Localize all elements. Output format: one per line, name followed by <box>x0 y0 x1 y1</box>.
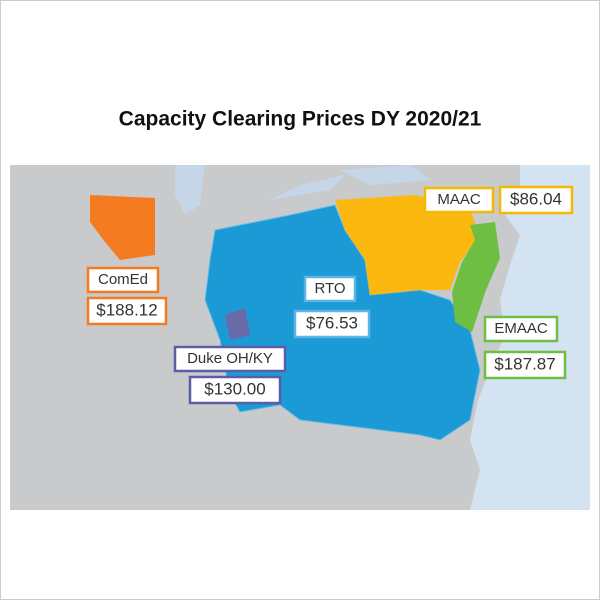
label-box <box>86 266 160 294</box>
label-box <box>173 345 287 373</box>
label-box <box>498 185 574 215</box>
lake <box>270 175 345 200</box>
label-box <box>303 275 357 303</box>
region-name: Duke OH/KY <box>187 350 273 367</box>
label-box <box>293 309 371 339</box>
lake <box>175 165 205 215</box>
comed-area <box>90 195 155 260</box>
region-price: $188.12 <box>96 300 157 319</box>
region-price: $187.87 <box>494 354 555 373</box>
labels: MAAC $86.04 ComEd $188.12 RTO $76.53 EMA… <box>86 185 574 405</box>
lake <box>340 165 430 185</box>
region-name: RTO <box>314 280 345 297</box>
region-name: EMAAC <box>494 320 548 337</box>
emaac-area <box>452 222 500 332</box>
region-price: $76.53 <box>306 313 358 332</box>
title: Capacity Clearing Prices DY 2020/21 <box>119 108 482 131</box>
region-price: $130.00 <box>204 379 265 398</box>
label-box <box>188 375 282 405</box>
label-box <box>483 315 559 343</box>
label-box <box>86 296 168 326</box>
region-name: ComEd <box>98 271 148 288</box>
region-name: MAAC <box>437 191 481 208</box>
label-box <box>423 186 495 214</box>
duke-area <box>225 308 250 340</box>
maac-area <box>335 195 480 295</box>
label-box <box>483 350 567 380</box>
region-price: $86.04 <box>510 189 562 208</box>
